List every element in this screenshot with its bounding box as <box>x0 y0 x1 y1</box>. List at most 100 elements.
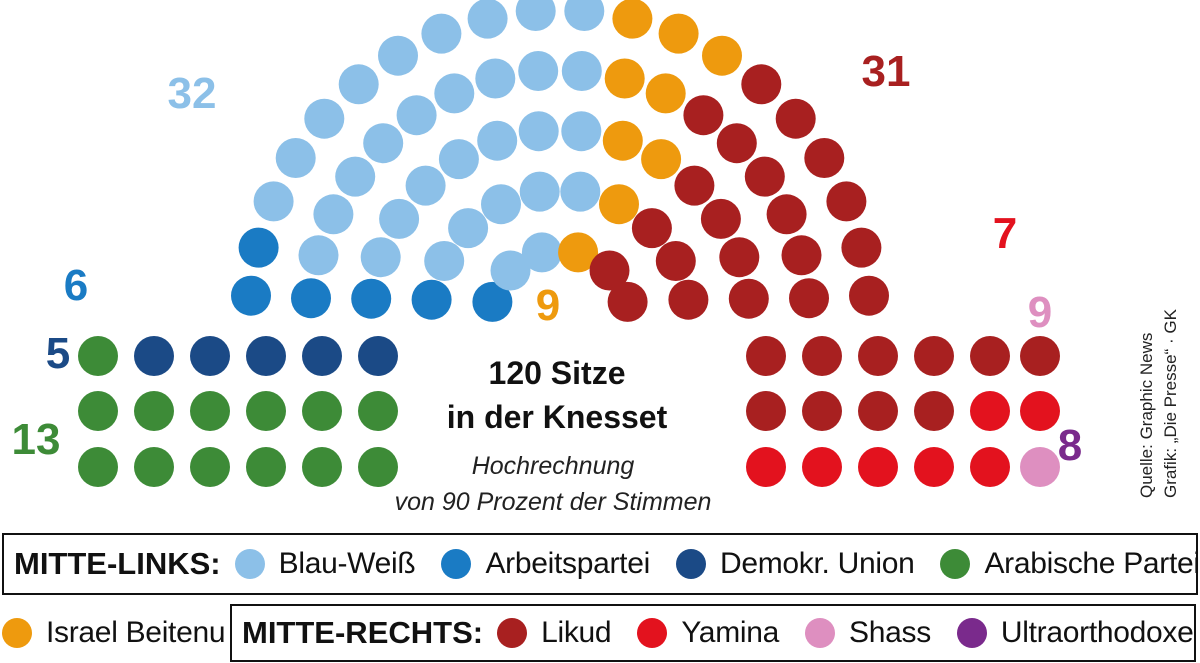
seat-israel-beitenu <box>604 58 645 99</box>
seat-likud <box>858 336 898 376</box>
seat-likud <box>1020 336 1060 376</box>
seat-israel-beitenu <box>702 35 742 76</box>
seat-blau-wei- <box>378 35 418 76</box>
seat-likud <box>674 165 715 206</box>
seat-yamina <box>746 447 786 487</box>
seat-blau-wei- <box>481 184 521 225</box>
seat-likud <box>802 391 842 431</box>
legend-swatch <box>2 618 32 648</box>
legend-item-blau-weiss: Blau-Weiß <box>234 547 416 581</box>
seat-yamina <box>1020 391 1060 431</box>
seat-arabische-parteien <box>302 447 342 487</box>
seat-arabische-parteien <box>78 336 118 376</box>
legend-item-arbeitspartei: Arbeitspartei <box>441 547 650 581</box>
seat-shass <box>1020 447 1060 487</box>
seat-likud <box>607 281 648 322</box>
seat-arbeitspartei <box>351 278 392 319</box>
seat-blau-wei- <box>275 138 316 178</box>
seat-likud <box>781 235 822 276</box>
seat-blau-wei- <box>396 95 437 136</box>
seat-likud <box>775 98 816 139</box>
seat-blau-wei- <box>313 194 354 235</box>
legend-swatch <box>497 618 528 648</box>
seat-blau-wei- <box>335 156 376 197</box>
legend-swatch <box>805 618 836 648</box>
seat-blau-wei- <box>421 13 462 54</box>
seat-count-likud: 31 <box>862 47 911 96</box>
seat-arabische-parteien <box>246 447 286 487</box>
seat-likud <box>826 181 867 222</box>
seat-likud <box>700 198 741 239</box>
legend-group-label-right: MITTE-RECHTS: <box>242 615 484 650</box>
legend-label: Arabische Parteien <box>984 547 1200 580</box>
seat-likud <box>728 278 769 319</box>
legend-label: Likud <box>541 616 612 649</box>
legend-item-likud: Likud <box>497 616 612 650</box>
seat-israel-beitenu <box>645 73 686 114</box>
seat-likud <box>631 208 672 249</box>
seats-group <box>78 0 1060 487</box>
legend-item-yamina: Yamina <box>637 616 779 650</box>
seat-arabische-parteien <box>78 391 118 431</box>
legend-swatch <box>675 549 706 579</box>
seat-yamina <box>858 447 898 487</box>
seat-likud <box>668 279 709 320</box>
seat-likud <box>741 64 782 105</box>
seat-likud <box>970 336 1010 376</box>
seat-yamina <box>802 447 842 487</box>
seat-arbeitspartei <box>291 278 331 319</box>
seat-arabische-parteien <box>190 447 230 487</box>
legend-swatch <box>441 549 472 579</box>
seat-count-blau-wei-: 32 <box>168 69 217 118</box>
seat-arabische-parteien <box>190 391 230 431</box>
seat-demokr-union <box>134 336 174 376</box>
seat-likud <box>789 278 829 319</box>
seat-yamina <box>914 447 954 487</box>
seat-blau-wei- <box>304 98 345 139</box>
seat-blau-wei- <box>405 165 446 206</box>
seat-likud <box>746 336 786 376</box>
legend-item-demokr-union: Demokr. Union <box>675 547 915 581</box>
seat-likud <box>858 391 898 431</box>
legend-item-shass: Shass <box>805 616 931 650</box>
seat-israel-beitenu <box>602 120 643 161</box>
seat-blau-wei- <box>360 237 401 278</box>
source-line-2: Grafik: „Die Presse“ · GK <box>1161 308 1180 498</box>
legend-label: Arbeitspartei <box>485 547 650 580</box>
seat-blau-wei- <box>434 73 475 114</box>
seat-likud <box>746 391 786 431</box>
seat-blau-wei- <box>561 51 602 91</box>
seat-arbeitspartei <box>472 281 513 322</box>
legend-item-ultraorthodoxe: Ultraorthodoxe <box>956 616 1194 650</box>
seat-likud <box>716 123 757 164</box>
source-line-1: Quelle: Graphic News <box>1137 333 1156 498</box>
seat-yamina <box>970 391 1010 431</box>
seat-demokr-union <box>246 336 286 376</box>
seat-blau-wei- <box>560 171 601 212</box>
legend-label: Yamina <box>681 616 780 649</box>
legend-mitte-rechts: MITTE-RECHTS: Likud Yamina Shass Ultraor… <box>230 604 1196 662</box>
chart-title-line-1: 120 Sitze <box>489 355 626 391</box>
seat-blau-wei- <box>438 139 479 180</box>
seat-blau-wei- <box>564 0 605 31</box>
legend-swatch <box>940 549 971 579</box>
seat-israel-beitenu <box>641 139 682 180</box>
seat-blau-wei- <box>515 0 556 31</box>
legend-label: Ultraorthodoxe <box>1000 616 1194 649</box>
seat-likud <box>766 194 807 235</box>
seat-arbeitspartei <box>238 227 279 268</box>
seat-blau-wei- <box>338 64 379 105</box>
legend-item-israel-beitenu: Israel Beitenu <box>2 604 226 662</box>
legend-label: Shass <box>849 616 931 649</box>
seat-arabische-parteien <box>302 391 342 431</box>
seat-blau-wei- <box>298 235 339 276</box>
seat-count-shass: 9 <box>1028 288 1052 337</box>
seat-count-arbeitspartei: 6 <box>64 261 88 310</box>
chart-title-line-2: in der Knesset <box>447 399 668 435</box>
seat-count-ultraorthodoxe: 8 <box>1058 421 1082 470</box>
seat-demokr-union <box>190 336 230 376</box>
seat-likud <box>589 250 630 291</box>
seat-arabische-parteien <box>134 391 174 431</box>
